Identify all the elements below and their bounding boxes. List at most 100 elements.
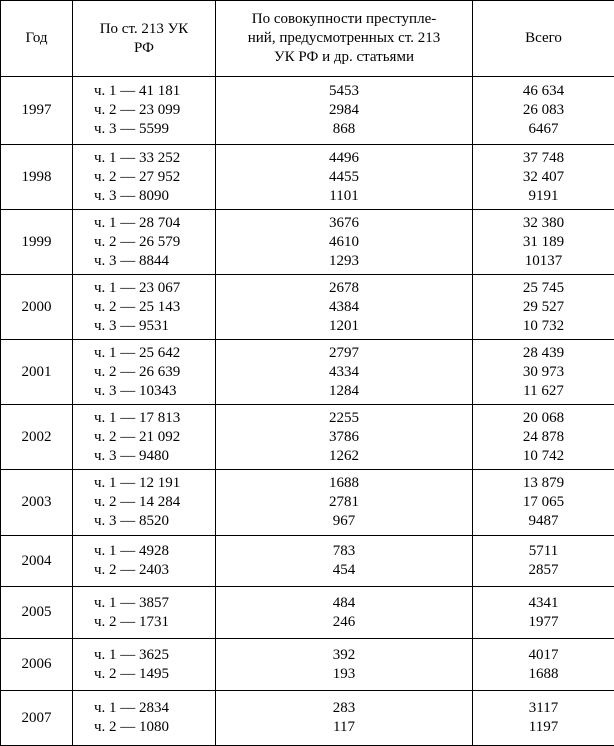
year-cell: 1998	[1, 145, 73, 210]
cell-line: 30 973	[473, 363, 614, 382]
cell-line: ч. 2 — 27 952	[94, 168, 215, 187]
cell-line: 2797	[216, 344, 472, 363]
cell-line: 9487	[473, 512, 614, 531]
cell-line: ч. 2 — 26 579	[94, 233, 215, 252]
cell-line: ч. 1 — 2834	[94, 699, 215, 718]
cell-line: 246	[216, 613, 472, 632]
cell-line: ний, предусмотренных ст. 213	[216, 29, 472, 48]
cell-line: По совокупности преступле-	[216, 10, 472, 29]
cell-line: 3117	[473, 699, 614, 718]
cell-line: 1688	[216, 474, 472, 493]
cell-line: 20 068	[473, 409, 614, 428]
cell-line: 4610	[216, 233, 472, 252]
cell-line: 9191	[473, 187, 614, 206]
cell-line: 10137	[473, 252, 614, 271]
cell-line: 3676	[216, 214, 472, 233]
year-cell: 2007	[1, 691, 73, 746]
cell-line: 868	[216, 120, 472, 139]
cell-line: 2984	[216, 101, 472, 120]
year-cell: 2000	[1, 275, 73, 340]
cell-line: 2678	[216, 279, 472, 298]
cell-line: 1101	[216, 187, 472, 206]
cell-line: 4341	[473, 594, 614, 613]
cell-line: ч. 1 — 28 704	[94, 214, 215, 233]
cell-line: 4496	[216, 149, 472, 168]
cell-line: 4017	[473, 646, 614, 665]
cell-line: ч. 3 — 8090	[94, 187, 215, 206]
header-text: Всего	[525, 30, 562, 46]
cell-line: 4455	[216, 168, 472, 187]
cell-line: ч. 1 — 17 813	[94, 409, 215, 428]
cell-line: ч. 1 — 23 067	[94, 279, 215, 298]
cell-line: ч. 2 — 21 092	[94, 428, 215, 447]
year: 1997	[22, 102, 52, 118]
cell-line: 783	[216, 542, 472, 561]
cell-line: ч. 2 — 23 099	[94, 101, 215, 120]
year-cell: 2006	[1, 639, 73, 691]
cell-line: ч. 3 — 9480	[94, 447, 215, 466]
cell-line: ч. 2 — 2403	[94, 561, 215, 580]
cell-line: 1201	[216, 317, 472, 336]
cell-line: 6467	[473, 120, 614, 139]
cell-line: 10 732	[473, 317, 614, 336]
cell-line: По ст. 213 УК	[73, 20, 215, 39]
cell-line: 1262	[216, 447, 472, 466]
cell-line: 2781	[216, 493, 472, 512]
cell-line: ч. 3 — 8520	[94, 512, 215, 531]
cell-line: ч. 2 — 1080	[94, 718, 215, 737]
cell-line: 967	[216, 512, 472, 531]
cell-line: 1977	[473, 613, 614, 632]
cell-line: 32 407	[473, 168, 614, 187]
year-cell: 2003	[1, 470, 73, 536]
header-cell: Всего	[473, 1, 614, 77]
cell-line: 37 748	[473, 149, 614, 168]
cell-line: 5711	[473, 542, 614, 561]
cell-line: ч. 1 — 3625	[94, 646, 215, 665]
cell-line: ч. 1 — 33 252	[94, 149, 215, 168]
cell-line: ч. 2 — 1731	[94, 613, 215, 632]
cell-line: ч. 2 — 25 143	[94, 298, 215, 317]
cell-line: ч. 1 — 4928	[94, 542, 215, 561]
cell-line: 11 627	[473, 382, 614, 401]
cell-line: 2857	[473, 561, 614, 580]
year: 2002	[22, 429, 52, 445]
year: 1998	[22, 169, 52, 185]
cell-line: 1284	[216, 382, 472, 401]
cell-line: 31 189	[473, 233, 614, 252]
year-cell: 2001	[1, 340, 73, 405]
